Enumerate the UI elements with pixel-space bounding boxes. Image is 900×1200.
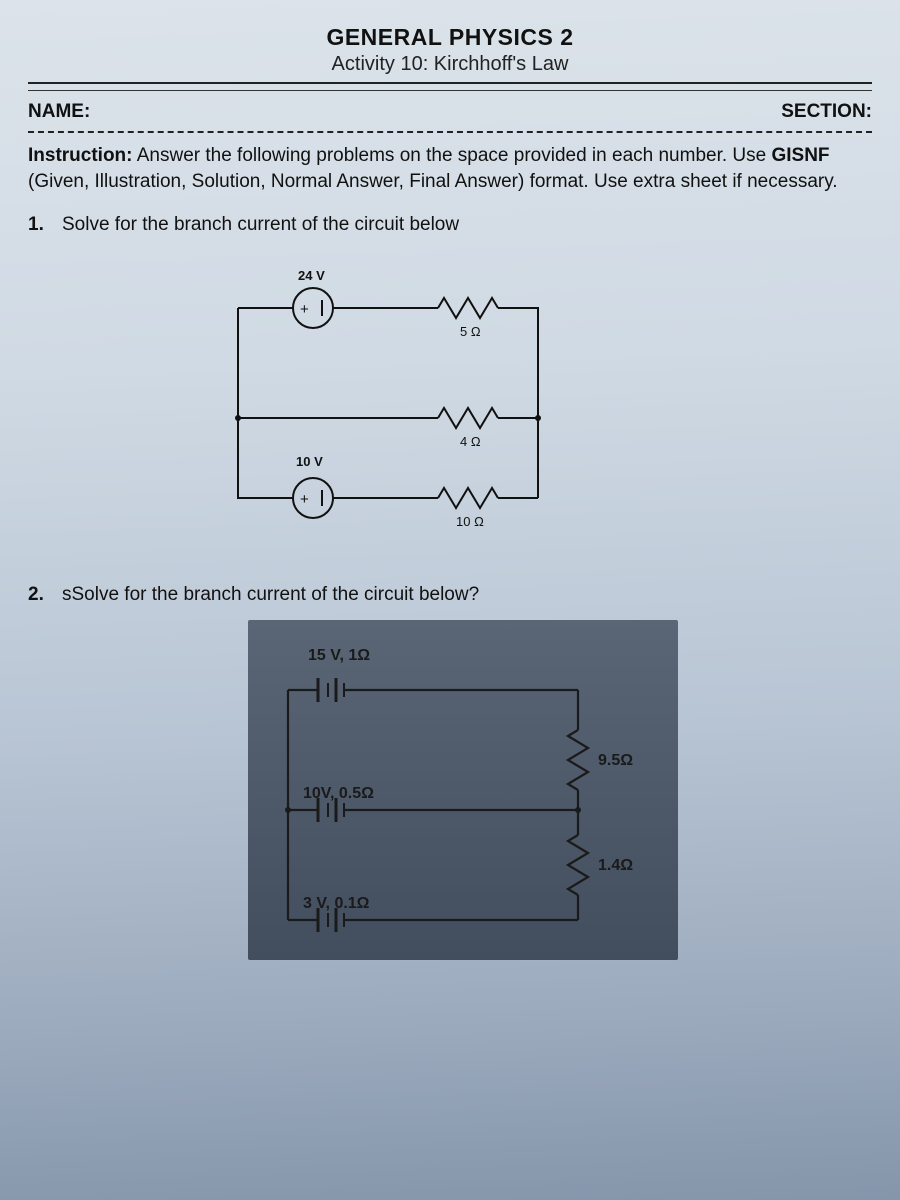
r3-label: 10 Ω (456, 514, 484, 529)
circuit2-svg: 15 V, 1Ω 9.5Ω 10V, 0.5Ω (248, 620, 678, 960)
question-2: 2. sSolve for the branch current of the … (28, 584, 872, 606)
rule-top-2 (28, 90, 872, 91)
battery1-label: 24 V (298, 268, 325, 283)
r1-label-2: 9.5Ω (598, 752, 633, 769)
source1-label: 15 V, 1Ω (308, 647, 370, 664)
rule-top (28, 82, 872, 84)
worksheet-page: GENERAL PHYSICS 2 Activity 10: Kirchhoff… (0, 0, 900, 1200)
circuit1-svg: + 24 V 5 Ω 4 Ω + (208, 258, 588, 558)
instruction-text: Instruction: Answer the following proble… (28, 143, 872, 194)
activity-title: Activity 10: Kirchhoff's Law (28, 53, 872, 76)
r1-label: 5 Ω (460, 324, 481, 339)
battery2-sign-left: + (300, 491, 309, 508)
q2-number: 2. (28, 584, 62, 606)
battery1-sign-left: + (300, 301, 309, 318)
instruction-lead: Instruction: (28, 145, 133, 166)
instruction-body-1: Answer the following problems on the spa… (133, 145, 772, 166)
question-1: 1. Solve for the branch current of the c… (28, 214, 872, 236)
q1-text: Solve for the branch current of the circ… (62, 214, 872, 236)
q2-circuit: 15 V, 1Ω 9.5Ω 10V, 0.5Ω (248, 620, 872, 960)
q1-circuit: + 24 V 5 Ω 4 Ω + (208, 258, 872, 558)
source2-label: 10V, 0.5Ω (303, 785, 374, 802)
name-label: NAME: (28, 101, 90, 123)
course-title: GENERAL PHYSICS 2 (28, 24, 872, 51)
q2-text: sSolve for the branch current of the cir… (62, 584, 872, 606)
q2-dark-panel: 15 V, 1Ω 9.5Ω 10V, 0.5Ω (248, 620, 678, 960)
r2-label: 4 Ω (460, 434, 481, 449)
battery2-label: 10 V (296, 454, 323, 469)
instruction-body-2: (Given, Illustration, Solution, Normal A… (28, 171, 838, 192)
name-section-row: NAME: SECTION: (28, 95, 872, 127)
dashed-rule (28, 131, 872, 133)
r2-label-2: 1.4Ω (598, 857, 633, 874)
page-header: GENERAL PHYSICS 2 Activity 10: Kirchhoff… (28, 24, 872, 76)
instruction-emph: GISNF (771, 145, 829, 166)
section-label: SECTION: (781, 101, 872, 123)
q1-number: 1. (28, 214, 62, 236)
